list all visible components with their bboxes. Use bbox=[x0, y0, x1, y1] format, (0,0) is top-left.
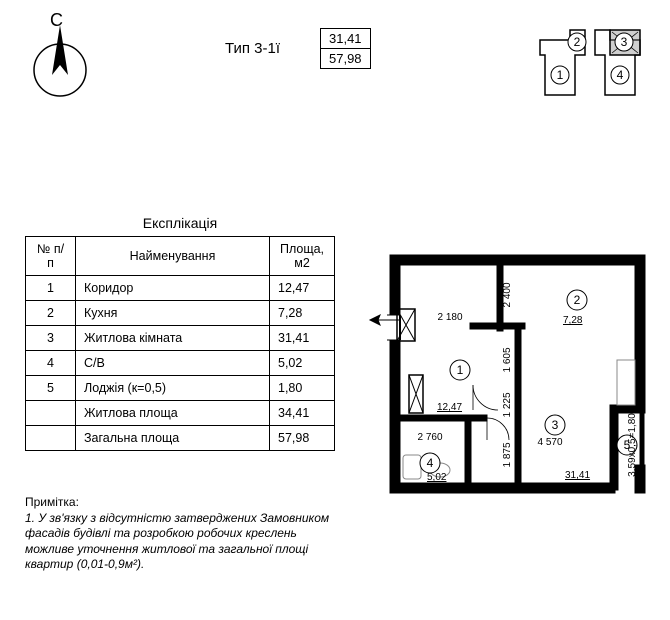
locator-section-2: 2 bbox=[574, 35, 581, 49]
cell-area: 34,41 bbox=[270, 401, 335, 426]
building-locator: 1 2 3 4 bbox=[530, 20, 650, 113]
living-area-value: 31,41 bbox=[321, 29, 370, 49]
cell-name: Житлова кімната bbox=[76, 326, 270, 351]
floorplan: 112,4727,28331,4145,025 2 1802 4001 6051… bbox=[355, 245, 660, 528]
locator-section-3: 3 bbox=[621, 35, 628, 49]
cell-name: Загальна площа bbox=[76, 426, 270, 451]
cell-area: 31,41 bbox=[270, 326, 335, 351]
table-row: 1 Коридор 12,47 bbox=[26, 276, 335, 301]
cell-name: С/В bbox=[76, 351, 270, 376]
room-area-2: 7,28 bbox=[563, 315, 583, 326]
footnote: Примітка: 1. У зв'язку з відсутністю зат… bbox=[25, 495, 345, 573]
room-number-4: 4 bbox=[427, 456, 434, 470]
note-body: 1. У зв'язку з відсутністю затверджених … bbox=[25, 511, 329, 572]
table-row: 2 Кухня 7,28 bbox=[26, 301, 335, 326]
cell-name: Лоджія (к=0,5) bbox=[76, 376, 270, 401]
table-summary-row: Загальна площа 57,98 bbox=[26, 426, 335, 451]
cell-num bbox=[26, 426, 76, 451]
area-summary-box: 31,41 57,98 bbox=[320, 28, 371, 69]
locator-section-1: 1 bbox=[557, 68, 564, 82]
dimension-text: 2 400 bbox=[502, 282, 513, 307]
cell-num: 5 bbox=[26, 376, 76, 401]
cell-area: 57,98 bbox=[270, 426, 335, 451]
dimension-text: 1 225 bbox=[502, 392, 513, 417]
table-row: 4 С/В 5,02 bbox=[26, 351, 335, 376]
dimension-text: 1 875 bbox=[502, 442, 513, 467]
table-row: 3 Житлова кімната 31,41 bbox=[26, 326, 335, 351]
dimension-text: 3,59x0,5=1,80 bbox=[627, 413, 638, 477]
col-num: № п/п bbox=[26, 237, 76, 276]
table-title: Експлікація bbox=[25, 215, 335, 231]
dimension-text: 2 180 bbox=[437, 312, 462, 323]
cell-area: 1,80 bbox=[270, 376, 335, 401]
col-name: Найменування bbox=[76, 237, 270, 276]
cell-num bbox=[26, 401, 76, 426]
dimension-text: 2 760 bbox=[417, 432, 442, 443]
cell-area: 7,28 bbox=[270, 301, 335, 326]
cell-num: 2 bbox=[26, 301, 76, 326]
cell-area: 12,47 bbox=[270, 276, 335, 301]
dimension-text: 1 605 bbox=[502, 347, 513, 372]
explication-table: № п/п Найменування Площа, м2 1 Коридор 1… bbox=[25, 236, 335, 451]
room-number-3: 3 bbox=[552, 418, 559, 432]
room-area-4: 5,02 bbox=[427, 472, 447, 483]
table-summary-row: Житлова площа 34,41 bbox=[26, 401, 335, 426]
note-title: Примітка: bbox=[25, 495, 79, 509]
explication-table-section: Експлікація № п/п Найменування Площа, м2… bbox=[25, 215, 335, 451]
compass: С bbox=[30, 15, 90, 108]
cell-name: Житлова площа bbox=[76, 401, 270, 426]
total-area-value: 57,98 bbox=[321, 49, 370, 68]
cell-name: Кухня bbox=[76, 301, 270, 326]
dimension-text: 4 570 bbox=[537, 437, 562, 448]
col-area: Площа, м2 bbox=[270, 237, 335, 276]
compass-letter: С bbox=[50, 10, 63, 31]
cell-name: Коридор bbox=[76, 276, 270, 301]
room-area-1: 12,47 bbox=[437, 402, 462, 413]
locator-section-4: 4 bbox=[617, 68, 624, 82]
table-row: 5 Лоджія (к=0,5) 1,80 bbox=[26, 376, 335, 401]
room-number-1: 1 bbox=[457, 363, 464, 377]
cell-num: 4 bbox=[26, 351, 76, 376]
type-label: Тип 3-1ї bbox=[225, 40, 280, 57]
room-number-2: 2 bbox=[574, 293, 581, 307]
table-header-row: № п/п Найменування Площа, м2 bbox=[26, 237, 335, 276]
cell-area: 5,02 bbox=[270, 351, 335, 376]
cell-num: 1 bbox=[26, 276, 76, 301]
room-area-3: 31,41 bbox=[565, 470, 590, 481]
cell-num: 3 bbox=[26, 326, 76, 351]
